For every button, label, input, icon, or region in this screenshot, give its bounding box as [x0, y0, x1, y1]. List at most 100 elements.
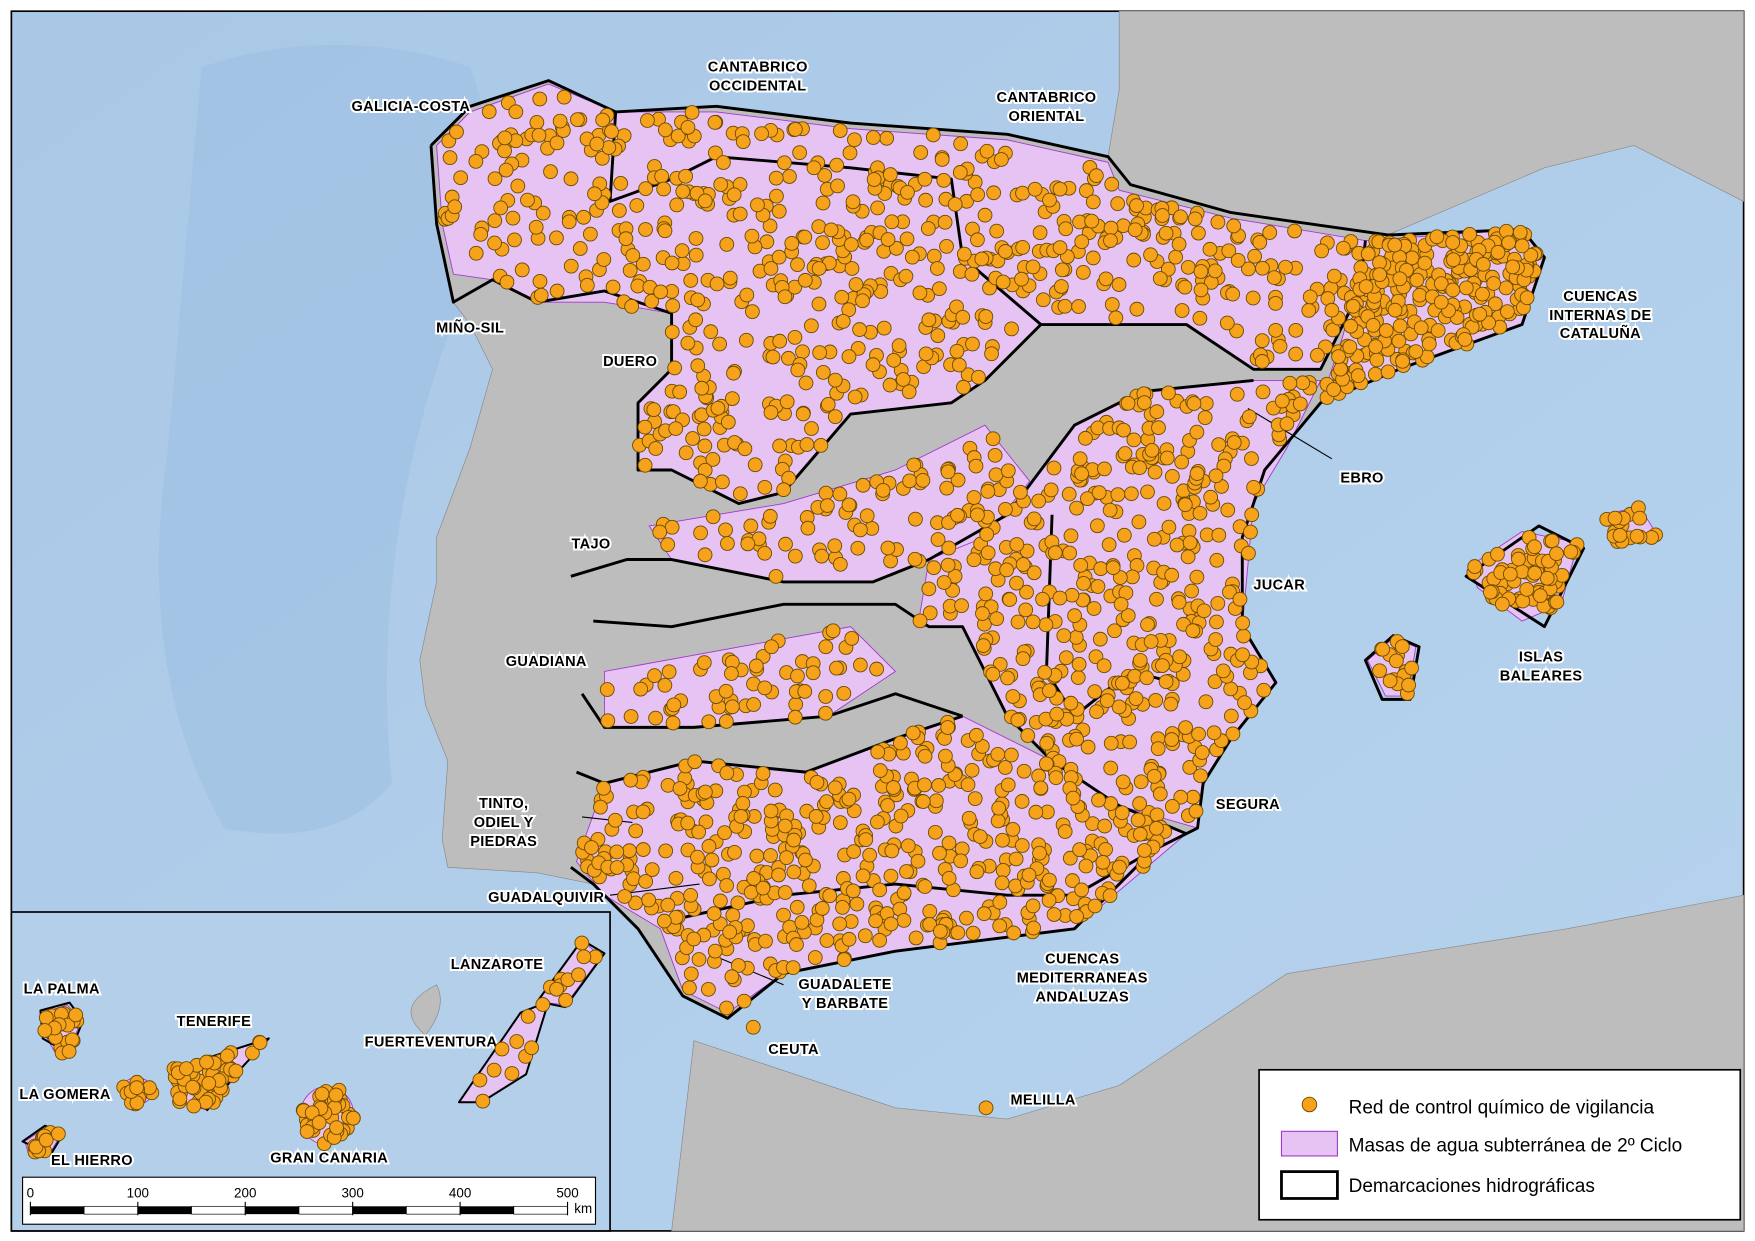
station — [790, 668, 805, 684]
station — [549, 981, 564, 997]
station — [970, 187, 986, 202]
station — [713, 177, 729, 192]
station — [936, 173, 952, 188]
station — [1116, 422, 1131, 438]
station — [835, 900, 850, 915]
station — [688, 231, 704, 246]
station — [1187, 211, 1203, 227]
station — [1052, 240, 1068, 256]
station — [803, 318, 819, 334]
station — [1252, 234, 1268, 250]
station — [1177, 497, 1193, 513]
station — [1178, 720, 1193, 735]
station — [797, 272, 813, 288]
station — [1052, 590, 1068, 606]
station — [1389, 653, 1404, 669]
station — [633, 681, 649, 697]
station — [827, 780, 843, 796]
station — [1301, 303, 1317, 318]
station — [1025, 898, 1041, 914]
station — [772, 333, 788, 349]
station — [866, 172, 882, 187]
station — [1421, 336, 1437, 352]
station — [533, 287, 549, 303]
station — [1632, 510, 1648, 526]
station — [725, 907, 741, 923]
station — [1015, 651, 1031, 667]
region-label: ISLAS — [1519, 649, 1563, 665]
region-label: PIEDRAS — [470, 834, 537, 850]
shelf — [158, 44, 494, 834]
station — [1256, 682, 1272, 698]
station — [907, 551, 923, 567]
station — [896, 885, 912, 901]
station — [737, 441, 753, 457]
station — [1025, 614, 1041, 630]
station — [697, 193, 713, 209]
station — [1498, 280, 1514, 296]
station — [1243, 524, 1258, 540]
station — [785, 960, 801, 976]
station — [669, 197, 685, 213]
station — [967, 791, 983, 807]
station — [799, 437, 815, 452]
station — [696, 655, 712, 670]
station — [504, 1066, 520, 1081]
station — [1103, 233, 1118, 248]
station — [970, 507, 985, 523]
station — [535, 205, 551, 221]
station — [472, 1072, 488, 1088]
station — [1026, 511, 1042, 527]
scale-segment — [460, 1206, 514, 1215]
station — [493, 200, 509, 216]
station — [1164, 798, 1180, 814]
station — [933, 923, 948, 939]
station — [1148, 693, 1164, 708]
station — [792, 145, 808, 161]
station — [735, 134, 751, 150]
station — [1360, 246, 1376, 262]
station — [1120, 608, 1136, 623]
station — [716, 155, 731, 170]
station — [1501, 235, 1517, 251]
station — [1062, 545, 1078, 561]
station — [814, 901, 830, 916]
station — [696, 421, 712, 437]
station — [1241, 545, 1256, 561]
station — [912, 613, 928, 629]
station — [1235, 615, 1251, 631]
station — [228, 1063, 244, 1079]
station — [579, 277, 595, 293]
station — [1132, 460, 1147, 476]
station — [611, 203, 627, 218]
station — [1009, 537, 1025, 552]
station — [715, 474, 730, 490]
station — [705, 509, 721, 525]
station — [1105, 560, 1121, 576]
station — [1527, 539, 1542, 555]
station — [1042, 192, 1057, 208]
station — [886, 352, 902, 368]
station — [447, 199, 463, 215]
station — [818, 705, 833, 721]
station — [726, 365, 741, 381]
station — [1009, 575, 1024, 591]
station — [801, 878, 817, 894]
station — [549, 230, 564, 246]
station — [1038, 617, 1054, 633]
station — [805, 665, 821, 681]
station — [569, 112, 585, 128]
station — [1144, 443, 1160, 458]
station — [646, 402, 662, 418]
station — [1104, 297, 1120, 312]
station — [975, 606, 990, 621]
station — [687, 754, 703, 770]
station — [928, 793, 944, 809]
station — [953, 136, 969, 152]
station — [1038, 756, 1054, 772]
station — [1342, 339, 1358, 355]
station — [563, 258, 579, 274]
station — [1158, 674, 1174, 690]
station — [1268, 322, 1284, 338]
station — [605, 279, 621, 295]
